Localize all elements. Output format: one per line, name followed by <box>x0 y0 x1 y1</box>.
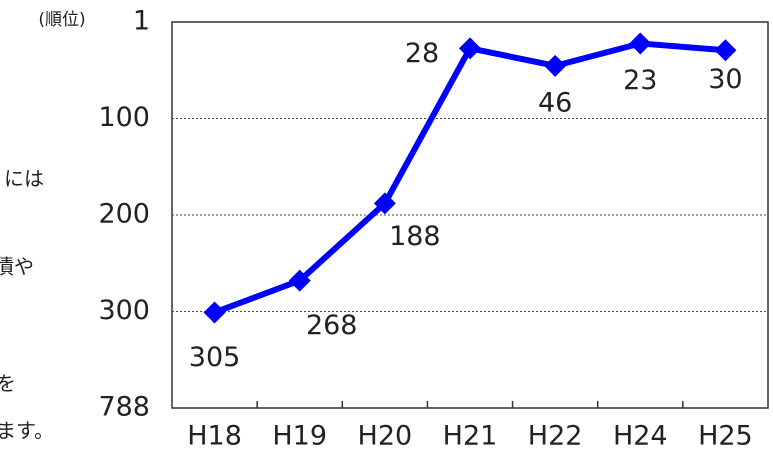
x-tick-label: H19 <box>272 421 327 452</box>
side-text: 債や <box>0 255 34 279</box>
x-tick-label: H22 <box>528 421 583 452</box>
point <box>714 39 737 62</box>
side-text: ます。 <box>0 419 54 443</box>
x-tick-label: H21 <box>443 421 498 452</box>
y-axis-label: (順位) <box>38 10 85 30</box>
data-label: 23 <box>623 65 657 96</box>
data-label: 46 <box>538 87 572 118</box>
point <box>459 37 481 60</box>
y-tick-label: 100 <box>98 102 150 133</box>
point <box>203 301 226 324</box>
x-tick-label: H25 <box>698 421 753 452</box>
side-text: には <box>4 167 44 191</box>
data-label: 188 <box>389 221 441 252</box>
y-tick-label: 300 <box>98 295 150 326</box>
x-tick-label: H24 <box>613 421 668 452</box>
y-tick-label: 788 <box>98 392 150 423</box>
point <box>288 269 311 292</box>
x-tick-label: H18 <box>187 421 242 452</box>
data-label: 28 <box>405 38 439 69</box>
data-label: 305 <box>189 342 241 373</box>
data-label: 268 <box>306 310 358 341</box>
y-tick-label: 200 <box>98 199 150 230</box>
y-tick-label: 1 <box>133 6 150 37</box>
point <box>544 54 567 77</box>
side-text: を <box>0 372 16 396</box>
data-label: 30 <box>708 64 742 95</box>
x-tick-label: H20 <box>358 421 413 452</box>
point <box>373 192 396 215</box>
point <box>629 32 652 55</box>
